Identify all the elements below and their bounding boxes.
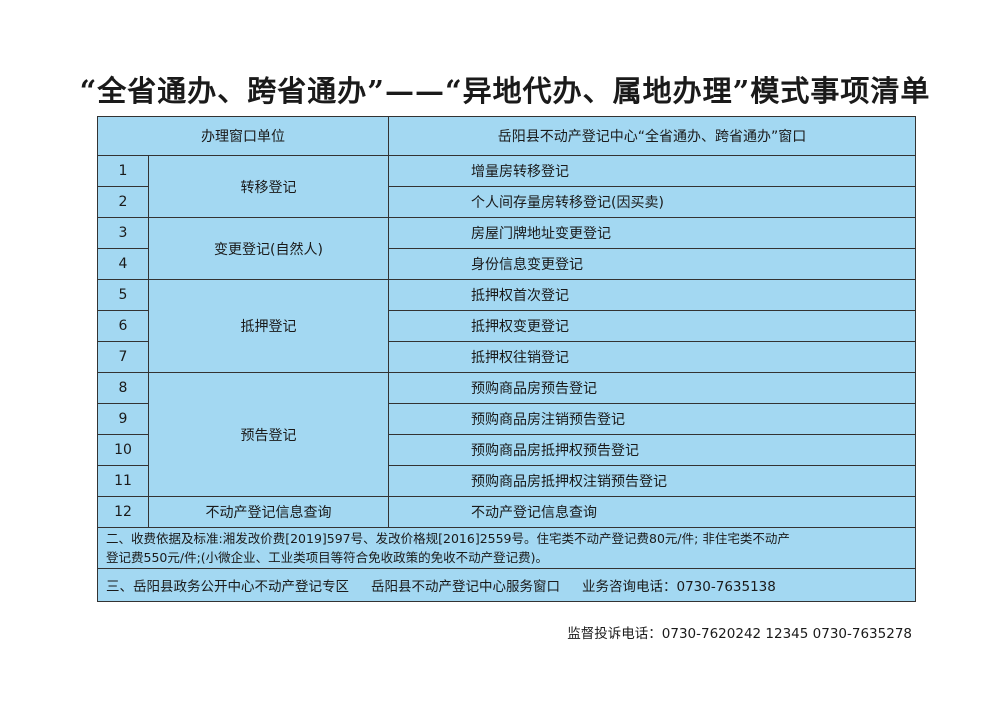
address-text: 三、岳阳县政务公开中心不动产登记专区 岳阳县不动产登记中心服务窗口 业务咨询电话：0… (97, 568, 916, 602)
row-number: 12 (97, 496, 149, 528)
row-number: 7 (97, 341, 149, 373)
item-cell: 预购商品房抵押权预告登记 (388, 434, 916, 466)
row-number: 1 (97, 155, 149, 187)
category-cell: 转移登记 (148, 155, 389, 218)
item-cell: 身份信息变更登记 (388, 248, 916, 280)
item-cell: 抵押权变更登记 (388, 310, 916, 342)
row-number: 8 (97, 372, 149, 404)
item-cell: 增量房转移登记 (388, 155, 916, 187)
header-label: 办理窗口单位 (97, 116, 389, 156)
fee-line-1: 二、收费依据及标准:湘发改价费[2019]597号、发改价格规[2016]255… (106, 531, 790, 546)
header-value: 岳阳县不动产登记中心“全省通办、跨省通办”窗口 (388, 116, 916, 156)
table-row: 1 转移登记 增量房转移登记 (97, 155, 916, 218)
row-number: 9 (97, 403, 149, 435)
row-number: 10 (97, 434, 149, 466)
row-number: 5 (97, 279, 149, 311)
table-row: 12 不动产登记信息查询 不动产登记信息查询 (97, 496, 916, 528)
address-row: 三、岳阳县政务公开中心不动产登记专区 岳阳县不动产登记中心服务窗口 业务咨询电话：0… (97, 568, 916, 602)
item-cell: 不动产登记信息查询 (388, 496, 916, 528)
row-number: 2 (97, 186, 149, 218)
complaint-phone: 监督投诉电话：0730-7620242 12345 0730-7635278 (567, 626, 912, 642)
item-cell: 预购商品房预告登记 (388, 372, 916, 404)
category-cell: 抵押登记 (148, 279, 389, 373)
item-cell: 预购商品房抵押权注销预告登记 (388, 465, 916, 497)
category-cell: 变更登记(自然人) (148, 217, 389, 280)
page-title: “全省通办、跨省通办”——“异地代办、属地办理”模式事项清单 (79, 74, 931, 108)
item-cell: 房屋门牌地址变更登记 (388, 217, 916, 249)
row-number: 4 (97, 248, 149, 280)
item-cell: 预购商品房注销预告登记 (388, 403, 916, 435)
table-row: 8 预告登记 预购商品房预告登记 (97, 372, 916, 497)
header-row: 办理窗口单位 岳阳县不动产登记中心“全省通办、跨省通办”窗口 (97, 116, 916, 156)
table-row: 5 抵押登记 抵押权首次登记 (97, 279, 916, 373)
address-location: 三、岳阳县政务公开中心不动产登记专区 (106, 579, 349, 595)
fee-text: 二、收费依据及标准:湘发改价费[2019]597号、发改价格规[2016]255… (97, 527, 916, 569)
row-number: 3 (97, 217, 149, 249)
table-row: 4 身份信息变更登记 (97, 248, 916, 280)
fee-row: 二、收费依据及标准:湘发改价费[2019]597号、发改价格规[2016]255… (97, 527, 916, 569)
table-row: 3 变更登记(自然人) 房屋门牌地址变更登记 (97, 217, 916, 280)
category-cell: 不动产登记信息查询 (148, 496, 389, 528)
fee-line-2: 登记费550元/件;(小微企业、工业类项目等符合免收政策的免收不动产登记费)。 (106, 550, 549, 565)
category-cell: 预告登记 (148, 372, 389, 497)
table-row: 9 预购商品房注销预告登记 (97, 403, 916, 435)
consult-phone: 业务咨询电话：0730-7635138 (582, 579, 776, 595)
row-number: 11 (97, 465, 149, 497)
row-number: 6 (97, 310, 149, 342)
item-list-table: 办理窗口单位 岳阳县不动产登记中心“全省通办、跨省通办”窗口 1 转移登记 增量房转… (97, 116, 916, 602)
item-cell: 抵押权首次登记 (388, 279, 916, 311)
item-cell: 个人间存量房转移登记(因买卖) (388, 186, 916, 218)
table-row: 7 抵押权往销登记 (97, 341, 916, 373)
item-cell: 抵押权往销登记 (388, 341, 916, 373)
table-row: 6 抵押权变更登记 (97, 310, 916, 342)
address-window: 岳阳县不动产登记中心服务窗口 (371, 579, 560, 595)
